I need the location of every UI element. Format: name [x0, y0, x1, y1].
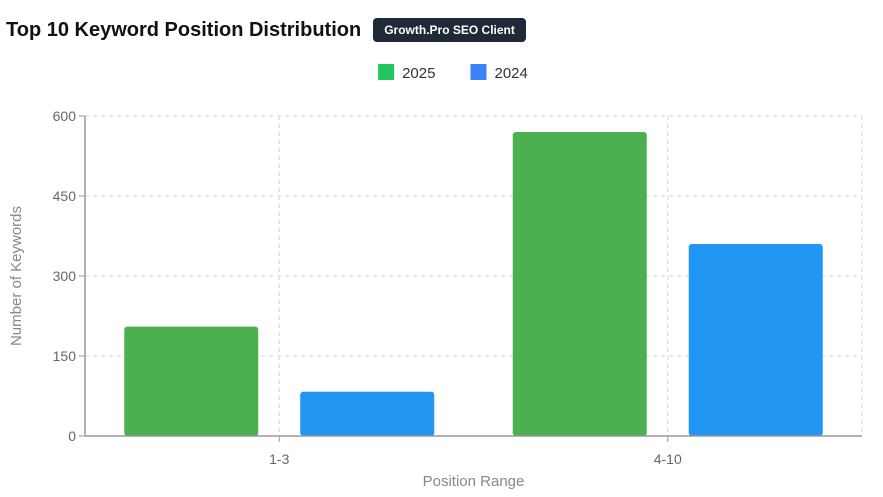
x-tick-label-0: 1-3	[269, 451, 289, 467]
legend-swatch-2024	[470, 64, 487, 80]
y-axis-title: Number of Keywords	[8, 206, 25, 346]
chart-header: Top 10 Keyword Position Distribution Gro…	[6, 18, 526, 42]
x-tick-label-1: 4-10	[654, 451, 682, 467]
bar-2024-4-10	[688, 244, 823, 436]
y-tick-label-2: 300	[53, 268, 77, 284]
x-axis-title: Position Range	[423, 473, 525, 490]
legend-label-2024: 2024	[495, 65, 528, 82]
y-tick-label-0: 0	[68, 428, 76, 444]
bar-2024-1-3	[300, 391, 435, 436]
bar-2025-1-3	[124, 326, 259, 436]
y-tick-label-1: 150	[53, 348, 77, 364]
y-tick-label-3: 450	[53, 188, 77, 204]
client-badge: Growth.Pro SEO Client	[373, 18, 526, 42]
bar-2025-4-10	[512, 132, 647, 436]
y-tick-label-4: 600	[53, 108, 77, 124]
chart-title: Top 10 Keyword Position Distribution	[6, 18, 362, 41]
legend-label-2025: 2025	[402, 65, 435, 82]
legend-swatch-2025	[378, 64, 395, 80]
